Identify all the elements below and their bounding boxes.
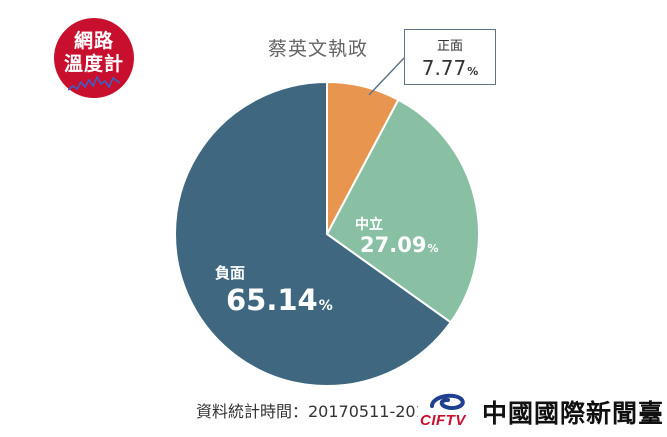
- callout-positive: 正面 7.77%: [404, 29, 496, 85]
- slice-label-negative-value: 65.14: [226, 283, 318, 317]
- brand-cif-text: CIFTV: [420, 412, 466, 429]
- brand-name: 中國國際新聞臺: [482, 399, 665, 428]
- slice-label-positive-value: 7.77: [421, 56, 467, 80]
- percent-sign: %: [318, 298, 333, 314]
- swirl-icon: [430, 393, 465, 411]
- subject-title: 蔡英文執政: [268, 38, 369, 60]
- cif-brand-logo: CIFTV 中國國際新聞臺: [418, 388, 667, 434]
- callout-leader-line: [368, 57, 405, 96]
- slice-label-neutral-value: 27.09: [360, 233, 427, 257]
- percent-sign: %: [427, 242, 439, 255]
- pie-slice-neutral: [325, 98, 480, 324]
- logo-text-line2: 溫度計: [63, 53, 124, 75]
- logo-text-line1: 網路: [73, 30, 114, 52]
- slice-label-positive-name: 正面: [436, 39, 463, 54]
- percent-sign: %: [467, 65, 479, 78]
- thermometer-logo: 網路 溫度計: [54, 18, 134, 98]
- data-period-label: 資料統計時間：20170511-20180510: [196, 402, 477, 421]
- pie-slice-positive: [326, 80, 400, 235]
- sparkline-icon: [68, 75, 120, 91]
- slice-label-negative-name: 負面: [215, 264, 246, 282]
- pie-slice-negative: [174, 80, 453, 387]
- slice-label-neutral-name: 中立: [355, 217, 383, 233]
